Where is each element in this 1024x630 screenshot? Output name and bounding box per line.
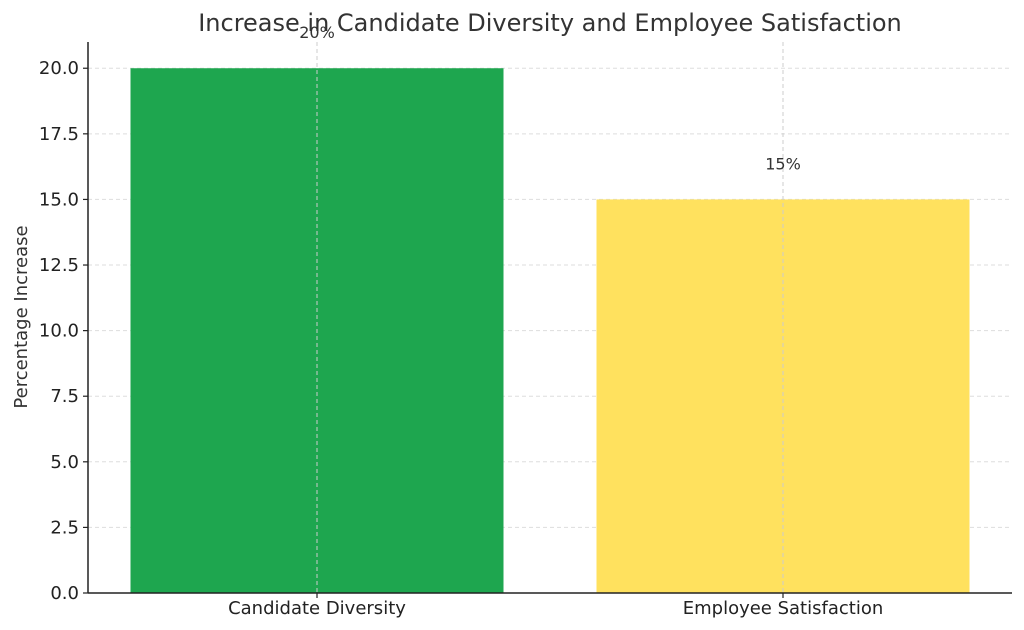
vertical-grid-layer bbox=[316, 42, 784, 593]
y-tick-label-3: 7.5 bbox=[50, 386, 79, 407]
y-ticks-layer: 0.0 2.5 5.0 7.5 10.0 12.5 15.0 17.5 20.0 bbox=[39, 58, 88, 604]
y-tick-label-0: 0.0 bbox=[50, 583, 79, 604]
y-tick-label-7: 17.5 bbox=[39, 124, 79, 145]
y-tick-label-5: 12.5 bbox=[39, 255, 79, 276]
chart-title: Increase in Candidate Diversity and Empl… bbox=[198, 9, 902, 37]
y-tick-label-4: 10.0 bbox=[39, 321, 79, 342]
y-tick-label-8: 20.0 bbox=[39, 58, 79, 79]
x-tick-label-1: Employee Satisfaction bbox=[683, 598, 884, 619]
y-tick-label-6: 15.0 bbox=[39, 189, 79, 210]
y-tick-label-2: 5.0 bbox=[50, 452, 79, 473]
bar-value-label-0: 20% bbox=[299, 23, 335, 42]
x-ticks-layer: Candidate Diversity Employee Satisfaction bbox=[228, 593, 883, 619]
y-tick-label-1: 2.5 bbox=[50, 517, 79, 538]
bar-value-labels-layer: 20% 15% bbox=[299, 23, 801, 173]
bar-value-label-1: 15% bbox=[765, 154, 801, 173]
x-tick-label-0: Candidate Diversity bbox=[228, 598, 406, 619]
y-axis-label: Percentage Increase bbox=[11, 225, 32, 408]
